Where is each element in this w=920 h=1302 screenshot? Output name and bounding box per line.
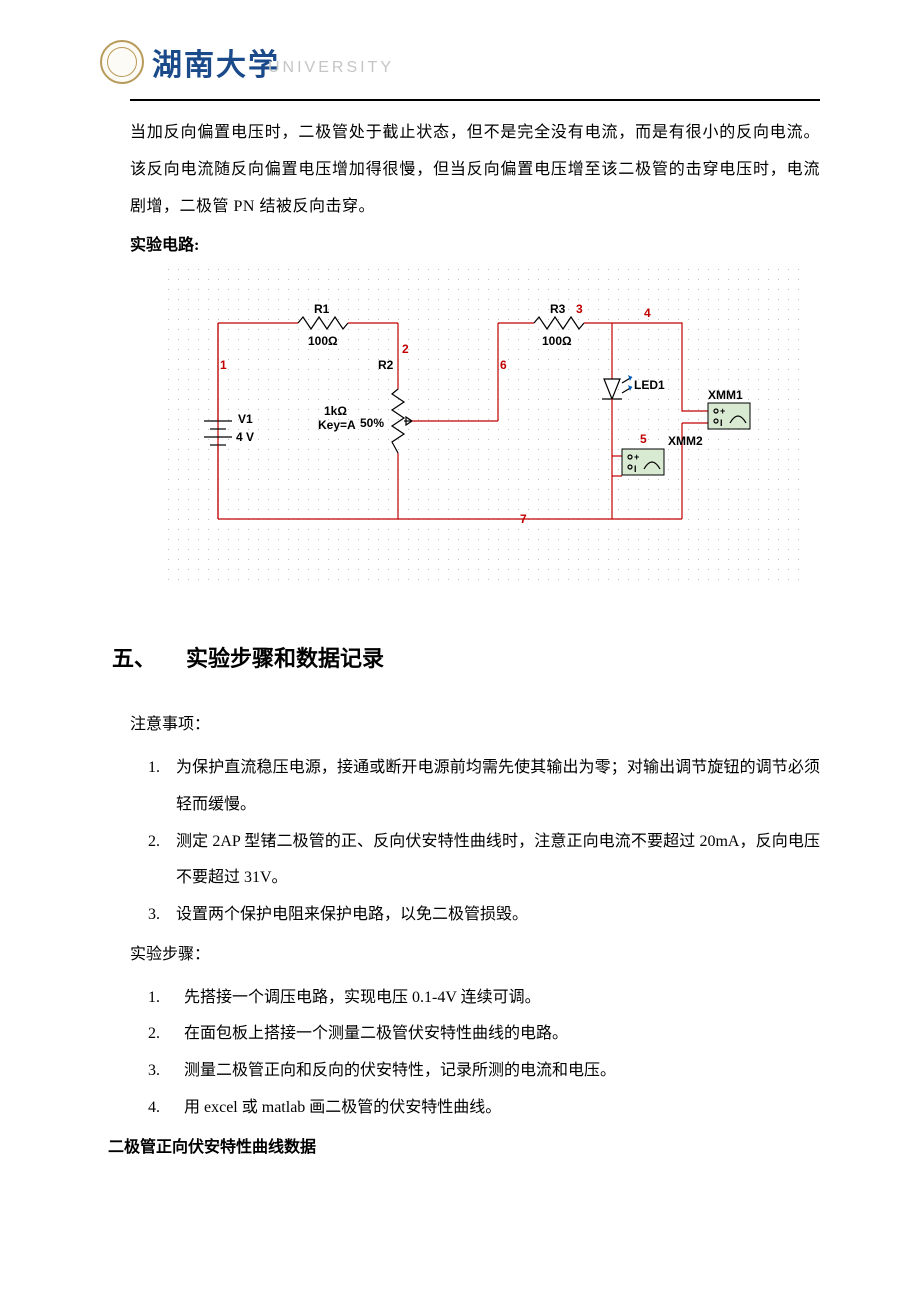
intro-paragraph: 当加反向偏置电压时，二极管处于截止状态，但不是完全没有电流，而是有很小的反向电流…	[130, 115, 820, 225]
svg-text:100Ω: 100Ω	[308, 334, 338, 348]
r2-percent: 50%	[360, 416, 384, 430]
list-item: 3.设置两个保护电阻来保护电路，以免二极管损毁。	[148, 897, 820, 934]
svg-text:2: 2	[402, 342, 409, 356]
svg-text:+: +	[720, 406, 725, 416]
svg-text:1kΩ: 1kΩ	[324, 404, 347, 418]
svg-text:+: +	[634, 452, 639, 462]
university-name-cn: 湖南大学	[152, 40, 280, 84]
circuit-svg: R1 100Ω R3 100Ω R2 1kΩ 50% Key=A	[160, 261, 800, 581]
r2-value: 1k	[324, 404, 338, 418]
led1: LED1	[602, 375, 665, 413]
section-title: 实验步骤和数据记录	[186, 646, 384, 671]
svg-text:4: 4	[644, 306, 651, 320]
header-divider	[130, 99, 820, 101]
svg-text:100Ω: 100Ω	[542, 334, 572, 348]
list-item: 1.为保护直流稳压电源，接通或断开电源前均需先使其输出为零；对输出调节旋钮的调节…	[148, 750, 820, 824]
data-header: 二极管正向伏安特性曲线数据	[108, 1133, 820, 1157]
circuit-diagram: R1 100Ω R3 100Ω R2 1kΩ 50% Key=A	[160, 261, 820, 586]
multimeter-xmm1: + I XMM1	[708, 388, 750, 429]
wires	[218, 323, 708, 519]
v1-label: V1	[238, 412, 253, 426]
list-item: 2.在面包板上搭接一个测量二极管伏安特性曲线的电路。	[148, 1016, 820, 1053]
section-number: 五、	[112, 646, 156, 671]
steps-label: 实验步骤：	[130, 938, 820, 972]
resistor-r1: R1 100Ω	[298, 302, 348, 348]
xmm1-label: XMM1	[708, 388, 743, 402]
net-labels: 1 2 3 4 6 5 7	[220, 302, 651, 526]
list-item: 3.测量二极管正向和反向的伏安特性，记录所测的电流和电压。	[148, 1053, 820, 1090]
r1-unit: Ω	[328, 334, 338, 348]
r2-unit: Ω	[337, 404, 347, 418]
svg-text:6: 6	[500, 358, 507, 372]
header-logo: 湖南大学 UNIVERSITY	[100, 40, 820, 84]
list-item: 4.用 excel 或 matlab 画二极管的伏安特性曲线。	[148, 1090, 820, 1127]
r3-value: 100	[542, 334, 562, 348]
r3-label: R3	[550, 302, 566, 316]
steps-list: 1.先搭接一个调压电路，实现电压 0.1-4V 连续可调。 2.在面包板上搭接一…	[148, 980, 820, 1127]
section-5-header: 五、 实验步骤和数据记录	[112, 641, 820, 673]
r1-value: 100	[308, 334, 328, 348]
r2-label: R2	[378, 358, 394, 372]
led1-label: LED1	[634, 378, 665, 392]
list-item: 2.测定 2AP 型锗二极管的正、反向伏安特性曲线时，注意正向电流不要超过 20…	[148, 824, 820, 898]
university-name-en: UNIVERSITY	[268, 59, 394, 77]
svg-text:I: I	[634, 464, 637, 474]
voltage-source-v1: V1 4 V	[204, 323, 254, 519]
multimeter-xmm2: + I XMM2	[622, 434, 703, 475]
r3-unit: Ω	[562, 334, 572, 348]
circuit-label: 实验电路:	[130, 231, 820, 255]
svg-text:7: 7	[520, 512, 527, 526]
list-item: 1.先搭接一个调压电路，实现电压 0.1-4V 连续可调。	[148, 980, 820, 1017]
v1-value: 4 V	[236, 430, 254, 444]
notes-label: 注意事项：	[130, 708, 820, 742]
notes-list: 1.为保护直流稳压电源，接通或断开电源前均需先使其输出为零；对输出调节旋钮的调节…	[148, 750, 820, 934]
svg-text:3: 3	[576, 302, 583, 316]
svg-text:I: I	[720, 418, 723, 428]
svg-text:5: 5	[640, 432, 647, 446]
r1-label: R1	[314, 302, 330, 316]
r2-key: Key=A	[318, 418, 356, 432]
page: 湖南大学 UNIVERSITY 当加反向偏置电压时，二极管处于截止状态，但不是完…	[0, 0, 920, 1302]
svg-text:1: 1	[220, 358, 227, 372]
xmm2-label: XMM2	[668, 434, 703, 448]
university-crest-icon	[100, 40, 144, 84]
